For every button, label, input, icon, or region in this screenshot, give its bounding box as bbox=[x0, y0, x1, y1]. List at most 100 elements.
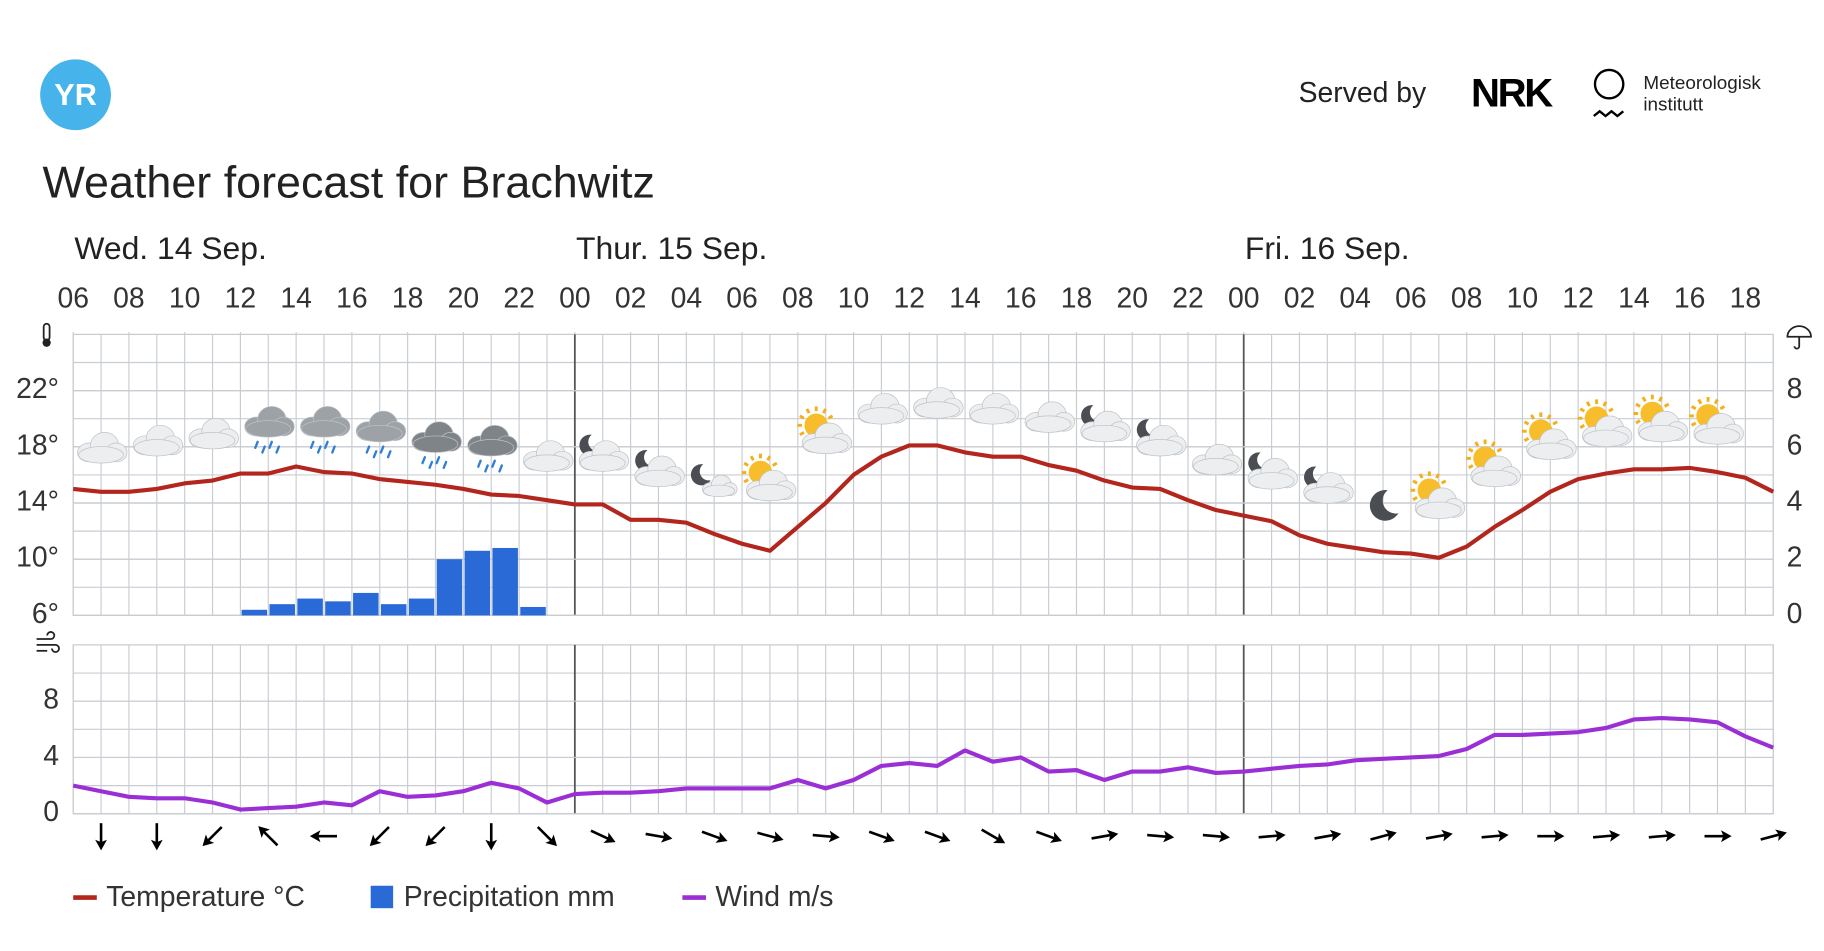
cloud-part bbox=[1304, 486, 1351, 504]
cloud-part bbox=[412, 435, 459, 453]
cloud-part bbox=[1638, 424, 1685, 443]
arrow-head bbox=[1721, 830, 1732, 843]
x-tick-label: 16 bbox=[336, 283, 368, 315]
x-tick-label: 16 bbox=[1005, 283, 1037, 315]
arrow-head bbox=[1218, 830, 1230, 843]
x-tick-label: 12 bbox=[1562, 283, 1594, 315]
arrow-head bbox=[1553, 830, 1565, 843]
wind-arrow bbox=[536, 826, 557, 847]
wind-arrow bbox=[1760, 829, 1787, 841]
arrow-head bbox=[202, 834, 215, 847]
weather-icon bbox=[1191, 443, 1243, 476]
wind-arrow bbox=[924, 830, 951, 843]
weather-icon bbox=[467, 424, 518, 473]
sun-ray bbox=[1719, 405, 1726, 411]
data-line bbox=[72, 443, 1775, 560]
legend-label: Temperature °C bbox=[106, 881, 305, 913]
sun-ray bbox=[1585, 401, 1591, 407]
wind-arrow bbox=[95, 823, 107, 851]
weather-icon bbox=[523, 440, 574, 472]
sun-ray bbox=[1546, 414, 1552, 420]
weather-icon bbox=[1369, 490, 1399, 521]
sun-ray bbox=[1690, 421, 1697, 427]
day-label: Thur. 15 Sep. bbox=[576, 230, 767, 266]
cloud-part bbox=[1193, 458, 1239, 476]
cloud-part bbox=[702, 484, 735, 497]
umbrella-icon bbox=[1786, 325, 1812, 350]
arrow-head bbox=[369, 834, 382, 847]
sun-ray bbox=[1641, 396, 1647, 402]
arrow-head bbox=[309, 830, 321, 843]
rain-drop bbox=[491, 459, 496, 468]
wind-arrow bbox=[868, 830, 895, 843]
rain-drop bbox=[484, 464, 489, 473]
cloud-part bbox=[747, 484, 793, 502]
rain-drop bbox=[379, 445, 385, 454]
arrow-head bbox=[882, 831, 895, 843]
weather-icon bbox=[690, 464, 738, 497]
arrow-head bbox=[1049, 831, 1062, 843]
x-tick-label: 14 bbox=[280, 283, 312, 315]
sun-ray bbox=[743, 478, 749, 484]
sun-ray bbox=[1412, 479, 1418, 485]
yr-logo-text[interactable]: YR bbox=[54, 77, 97, 112]
sun-ray bbox=[1435, 473, 1441, 479]
precip-bar bbox=[241, 609, 268, 616]
sun-ray bbox=[1496, 447, 1503, 453]
rain-drop bbox=[275, 445, 281, 454]
arrow-head bbox=[828, 830, 840, 843]
rain-drop bbox=[435, 456, 441, 465]
y-tick-label: 4 bbox=[43, 740, 59, 772]
sun-ray bbox=[766, 455, 772, 462]
sun-ray bbox=[1467, 464, 1474, 470]
cloud-part bbox=[524, 454, 570, 472]
precip-bar bbox=[464, 550, 491, 616]
sun-ray bbox=[1690, 405, 1697, 411]
weather-icon bbox=[634, 449, 685, 488]
nrk-logo[interactable]: NRK bbox=[1471, 71, 1556, 116]
met-logo-wave bbox=[1593, 109, 1625, 118]
cloud-part bbox=[1081, 424, 1128, 443]
weather-icon bbox=[411, 421, 462, 470]
yr-logo[interactable] bbox=[40, 59, 111, 131]
sun-ray bbox=[1602, 401, 1608, 407]
sun-ray bbox=[1579, 424, 1586, 429]
wind-arrow bbox=[202, 826, 223, 847]
met-name[interactable]: Meteorologisk bbox=[1643, 73, 1761, 94]
y2-tick-label: 6 bbox=[1787, 429, 1803, 461]
x-tick-label: 08 bbox=[782, 283, 814, 315]
sun-ray bbox=[1697, 398, 1703, 405]
weather-icon bbox=[1521, 412, 1577, 460]
arrow-head bbox=[1106, 829, 1119, 842]
x-tick-label: 18 bbox=[1730, 283, 1762, 315]
y-tick-label: 18° bbox=[16, 429, 59, 461]
precip-bar bbox=[297, 598, 323, 616]
met-name[interactable]: institutt bbox=[1643, 94, 1704, 115]
x-tick-label: 22 bbox=[1172, 283, 1204, 315]
weather-icon bbox=[1024, 401, 1075, 433]
sun-ray bbox=[1608, 407, 1614, 413]
wind-arrow bbox=[1370, 829, 1397, 841]
precip-bar bbox=[436, 559, 463, 616]
sun-ray bbox=[799, 414, 805, 420]
arrow-head bbox=[603, 832, 616, 844]
rain-drop bbox=[386, 450, 392, 459]
sun-ray bbox=[743, 461, 749, 467]
precip-bar bbox=[408, 598, 435, 616]
moon bbox=[690, 464, 711, 486]
arrow-head bbox=[715, 831, 728, 843]
x-tick-label: 10 bbox=[169, 283, 201, 315]
weather-icon bbox=[188, 417, 239, 450]
wind-icon bbox=[36, 631, 60, 653]
sun-ray bbox=[1467, 447, 1474, 453]
cloud-part bbox=[635, 469, 682, 488]
y2-tick-label: 0 bbox=[1787, 598, 1803, 630]
x-tick-label: 04 bbox=[1339, 283, 1371, 315]
wind-arrow bbox=[1202, 830, 1230, 843]
moon bbox=[1369, 490, 1399, 521]
x-tick-label: 10 bbox=[838, 283, 870, 315]
met-logo[interactable] bbox=[1593, 68, 1625, 100]
wind-arrow bbox=[1481, 829, 1509, 842]
sun-ray bbox=[1412, 496, 1418, 501]
